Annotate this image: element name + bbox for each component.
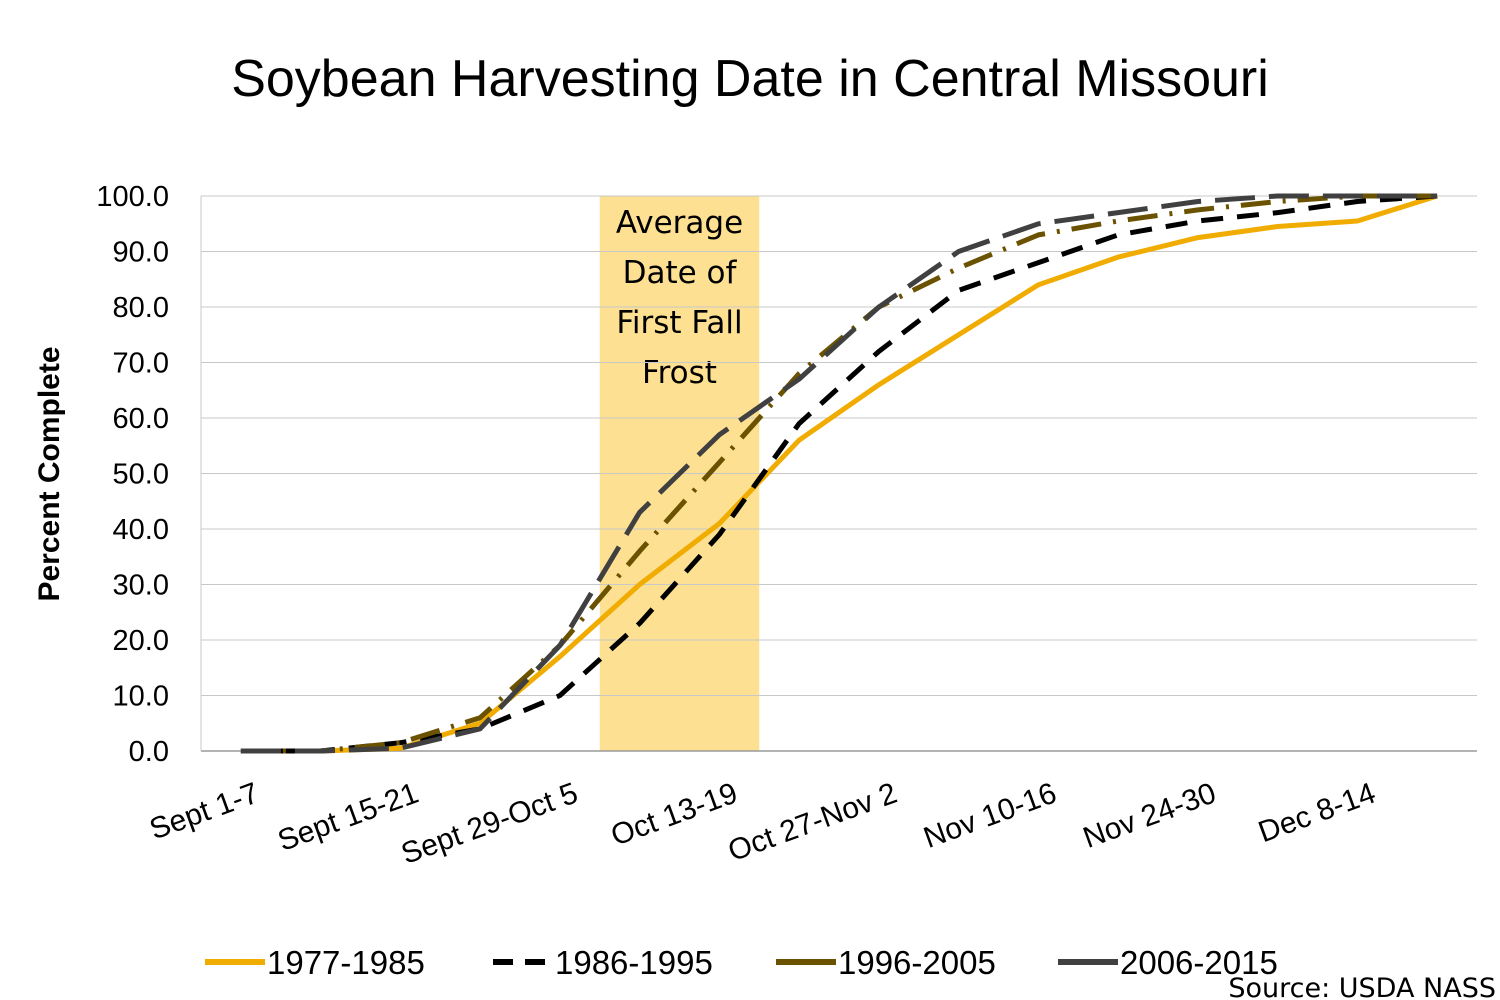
frost-band-label: Date of — [623, 255, 738, 291]
x-tick-label: Oct 13-19 — [607, 777, 742, 853]
series-line-2006-2015 — [240, 193, 1438, 754]
frost-band-label: Average — [616, 205, 743, 241]
y-tick-label: 60.0 — [113, 403, 169, 435]
legend-label: 1996-2005 — [838, 944, 996, 981]
y-tick-label: 30.0 — [113, 570, 169, 602]
x-tick-label: Oct 27-Nov 2 — [724, 777, 901, 868]
x-tick-label: Nov 10-16 — [919, 777, 1060, 855]
y-axis-label: Percent Complete — [33, 346, 66, 601]
y-tick-label: 50.0 — [113, 459, 169, 491]
y-tick-label: 100.0 — [96, 181, 169, 213]
frost-band-label: First Fall — [616, 305, 742, 341]
y-tick-label: 10.0 — [113, 681, 169, 713]
frost-band-label: Frost — [642, 355, 717, 391]
y-tick-label: 40.0 — [113, 514, 169, 546]
chart-title: Soybean Harvesting Date in Central Misso… — [231, 50, 1269, 108]
x-tick-label: Dec 8-14 — [1254, 777, 1380, 850]
y-tick-label: 0.0 — [129, 736, 169, 768]
x-tick-label: Nov 24-30 — [1079, 777, 1220, 855]
legend-label: 1986-1995 — [555, 944, 713, 981]
legend-label: 2006-2015 — [1120, 944, 1278, 981]
y-tick-label: 20.0 — [113, 625, 169, 657]
x-tick-label: Sept 29-Oct 5 — [397, 777, 582, 871]
y-tick-label: 70.0 — [113, 348, 169, 380]
y-tick-label: 90.0 — [113, 237, 169, 269]
x-tick-label: Sept 1-7 — [145, 777, 263, 847]
series-line-1986-1995 — [240, 193, 1438, 754]
y-tick-label: 80.0 — [113, 292, 169, 324]
source-note: Source: USDA NASS — [1228, 973, 1496, 1000]
legend-label: 1977-1985 — [267, 944, 425, 981]
